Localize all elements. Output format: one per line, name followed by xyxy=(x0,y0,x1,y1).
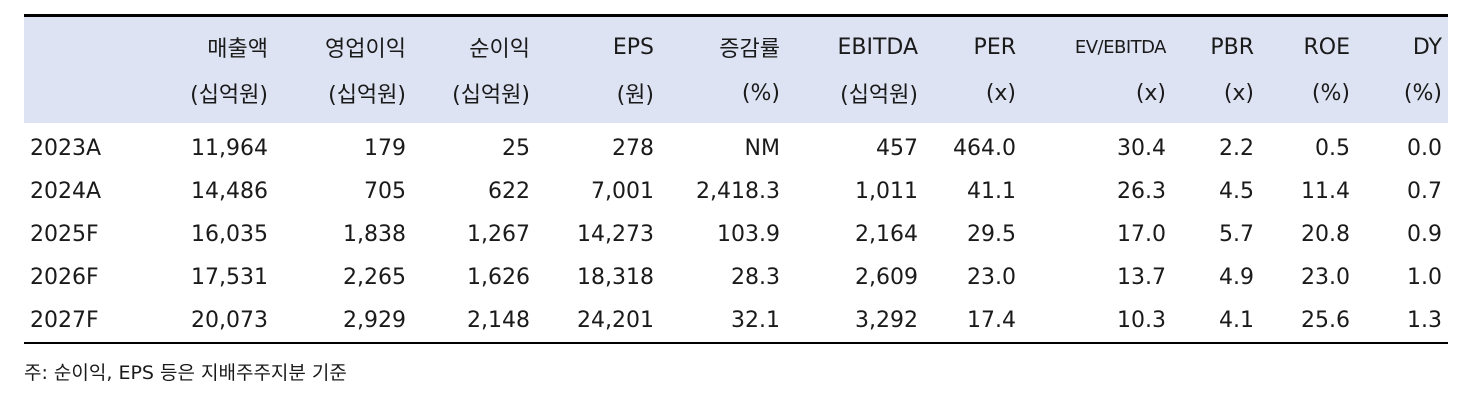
cell-revenue: 16,035 xyxy=(191,222,268,247)
cell-ebitda: 457 xyxy=(876,136,918,161)
footnote: 주: 순이익, EPS 등은 지배주주지분 기준 xyxy=(24,362,347,384)
cell-eps: 14,273 xyxy=(577,222,654,247)
cell-eps: 278 xyxy=(612,136,654,161)
table-row: 2025F 16,035 1,838 1,267 14,273 103.9 2,… xyxy=(24,213,1448,256)
cell-roe: 25.6 xyxy=(1260,299,1356,344)
cell-net-income: 1,626 xyxy=(467,265,530,290)
col-unit-dy: (%) xyxy=(1356,71,1448,123)
cell-revenue: 11,964 xyxy=(191,136,268,161)
cell-per: 23.0 xyxy=(967,265,1016,290)
cell-growth: NM xyxy=(744,136,780,161)
col-header-roe: ROE xyxy=(1260,15,1356,71)
cell-dy: 0.7 xyxy=(1407,179,1442,204)
cell-roe: 0.5 xyxy=(1315,136,1350,161)
cell-pbr: 4.1 xyxy=(1172,299,1260,344)
col-unit-per: (x) xyxy=(924,71,1022,123)
cell-growth: 32.1 xyxy=(660,299,786,344)
cell-ebitda: 3,292 xyxy=(786,299,924,344)
col-header-eps: EPS xyxy=(536,15,660,71)
col-header-net-income: 순이익 xyxy=(412,15,536,71)
col-unit-operating-profit: (십억원) xyxy=(274,71,412,123)
cell-ev-ebitda: 17.0 xyxy=(1117,222,1166,247)
cell-net-income: 25 xyxy=(502,136,530,161)
col-unit-revenue: (십억원) xyxy=(142,71,274,123)
col-header-ebitda: EBITDA xyxy=(786,15,924,71)
cell-roe: 11.4 xyxy=(1301,179,1350,204)
col-unit-pbr: (x) xyxy=(1172,71,1260,123)
table-row: 2023A 11,964 179 25 278 NM 457 464.0 30.… xyxy=(24,123,1448,170)
cell-dy: 0.0 xyxy=(1407,136,1442,161)
cell-ebitda: 2,609 xyxy=(855,265,918,290)
cell-operating-profit: 705 xyxy=(364,179,406,204)
row-label: 2026F xyxy=(30,265,99,290)
table-row: 2026F 17,531 2,265 1,626 18,318 28.3 2,6… xyxy=(24,256,1448,299)
table-header: 매출액 영업이익 순이익 EPS 증감률 EBITDA PER EV/EBITD… xyxy=(24,15,1448,123)
table-row: 2024A 14,486 705 622 7,001 2,418.3 1,011… xyxy=(24,170,1448,213)
header-row-units: (십억원) (십억원) (십억원) (원) (%) (십억원) (x) (x) … xyxy=(24,71,1448,123)
cell-ev-ebitda: 30.4 xyxy=(1117,136,1166,161)
cell-net-income: 2,148 xyxy=(412,299,536,344)
cell-growth: 2,418.3 xyxy=(696,179,780,204)
cell-eps: 24,201 xyxy=(536,299,660,344)
cell-roe: 23.0 xyxy=(1301,265,1350,290)
col-header-growth: 증감률 xyxy=(660,15,786,71)
cell-net-income: 1,267 xyxy=(467,222,530,247)
row-label: 2024A xyxy=(30,179,102,204)
col-unit-ebitda: (십억원) xyxy=(786,71,924,123)
cell-revenue: 20,073 xyxy=(142,299,274,344)
col-unit-net-income: (십억원) xyxy=(412,71,536,123)
cell-growth: 28.3 xyxy=(731,265,780,290)
cell-operating-profit: 2,265 xyxy=(343,265,406,290)
cell-per: 29.5 xyxy=(967,222,1016,247)
financial-table: 매출액 영업이익 순이익 EPS 증감률 EBITDA PER EV/EBITD… xyxy=(24,14,1448,344)
cell-dy: 0.9 xyxy=(1407,222,1442,247)
row-label: 2023A xyxy=(30,136,102,161)
row-label: 2025F xyxy=(30,222,99,247)
table-row: 2027F 20,073 2,929 2,148 24,201 32.1 3,2… xyxy=(24,299,1448,344)
cell-operating-profit: 2,929 xyxy=(274,299,412,344)
cell-dy: 1.3 xyxy=(1356,299,1448,344)
col-header-pbr: PBR xyxy=(1172,15,1260,71)
col-unit-eps: (원) xyxy=(536,71,660,123)
table-body: 2023A 11,964 179 25 278 NM 457 464.0 30.… xyxy=(24,123,1448,344)
cell-ev-ebitda: 10.3 xyxy=(1022,299,1172,344)
cell-ebitda: 2,164 xyxy=(855,222,918,247)
cell-eps: 7,001 xyxy=(591,179,654,204)
col-unit-ev-ebitda: (x) xyxy=(1022,71,1172,123)
cell-eps: 18,318 xyxy=(577,265,654,290)
cell-operating-profit: 1,838 xyxy=(343,222,406,247)
col-header-dy: DY xyxy=(1356,15,1448,71)
col-header-year xyxy=(24,15,142,71)
cell-per: 41.1 xyxy=(967,179,1016,204)
cell-dy: 1.0 xyxy=(1407,265,1442,290)
col-header-per: PER xyxy=(924,15,1022,71)
financial-summary: 매출액 영업이익 순이익 EPS 증감률 EBITDA PER EV/EBITD… xyxy=(24,14,1448,385)
cell-pbr: 4.9 xyxy=(1219,265,1254,290)
col-header-operating-profit: 영업이익 xyxy=(274,15,412,71)
cell-operating-profit: 179 xyxy=(364,136,406,161)
cell-net-income: 622 xyxy=(488,179,530,204)
col-unit-roe: (%) xyxy=(1260,71,1356,123)
cell-roe: 20.8 xyxy=(1301,222,1350,247)
cell-ev-ebitda: 13.7 xyxy=(1117,265,1166,290)
cell-pbr: 4.5 xyxy=(1219,179,1254,204)
cell-per: 464.0 xyxy=(953,136,1016,161)
cell-ev-ebitda: 26.3 xyxy=(1117,179,1166,204)
header-row-names: 매출액 영업이익 순이익 EPS 증감률 EBITDA PER EV/EBITD… xyxy=(24,15,1448,71)
col-header-revenue: 매출액 xyxy=(142,15,274,71)
col-unit-growth: (%) xyxy=(660,71,786,123)
cell-growth: 103.9 xyxy=(717,222,780,247)
cell-per: 17.4 xyxy=(924,299,1022,344)
cell-revenue: 17,531 xyxy=(191,265,268,290)
col-unit-year xyxy=(24,71,142,123)
cell-revenue: 14,486 xyxy=(191,179,268,204)
cell-pbr: 2.2 xyxy=(1219,136,1254,161)
cell-ebitda: 1,011 xyxy=(855,179,918,204)
row-label: 2027F xyxy=(24,299,142,344)
cell-pbr: 5.7 xyxy=(1219,222,1254,247)
col-header-ev-ebitda: EV/EBITDA xyxy=(1022,15,1172,71)
